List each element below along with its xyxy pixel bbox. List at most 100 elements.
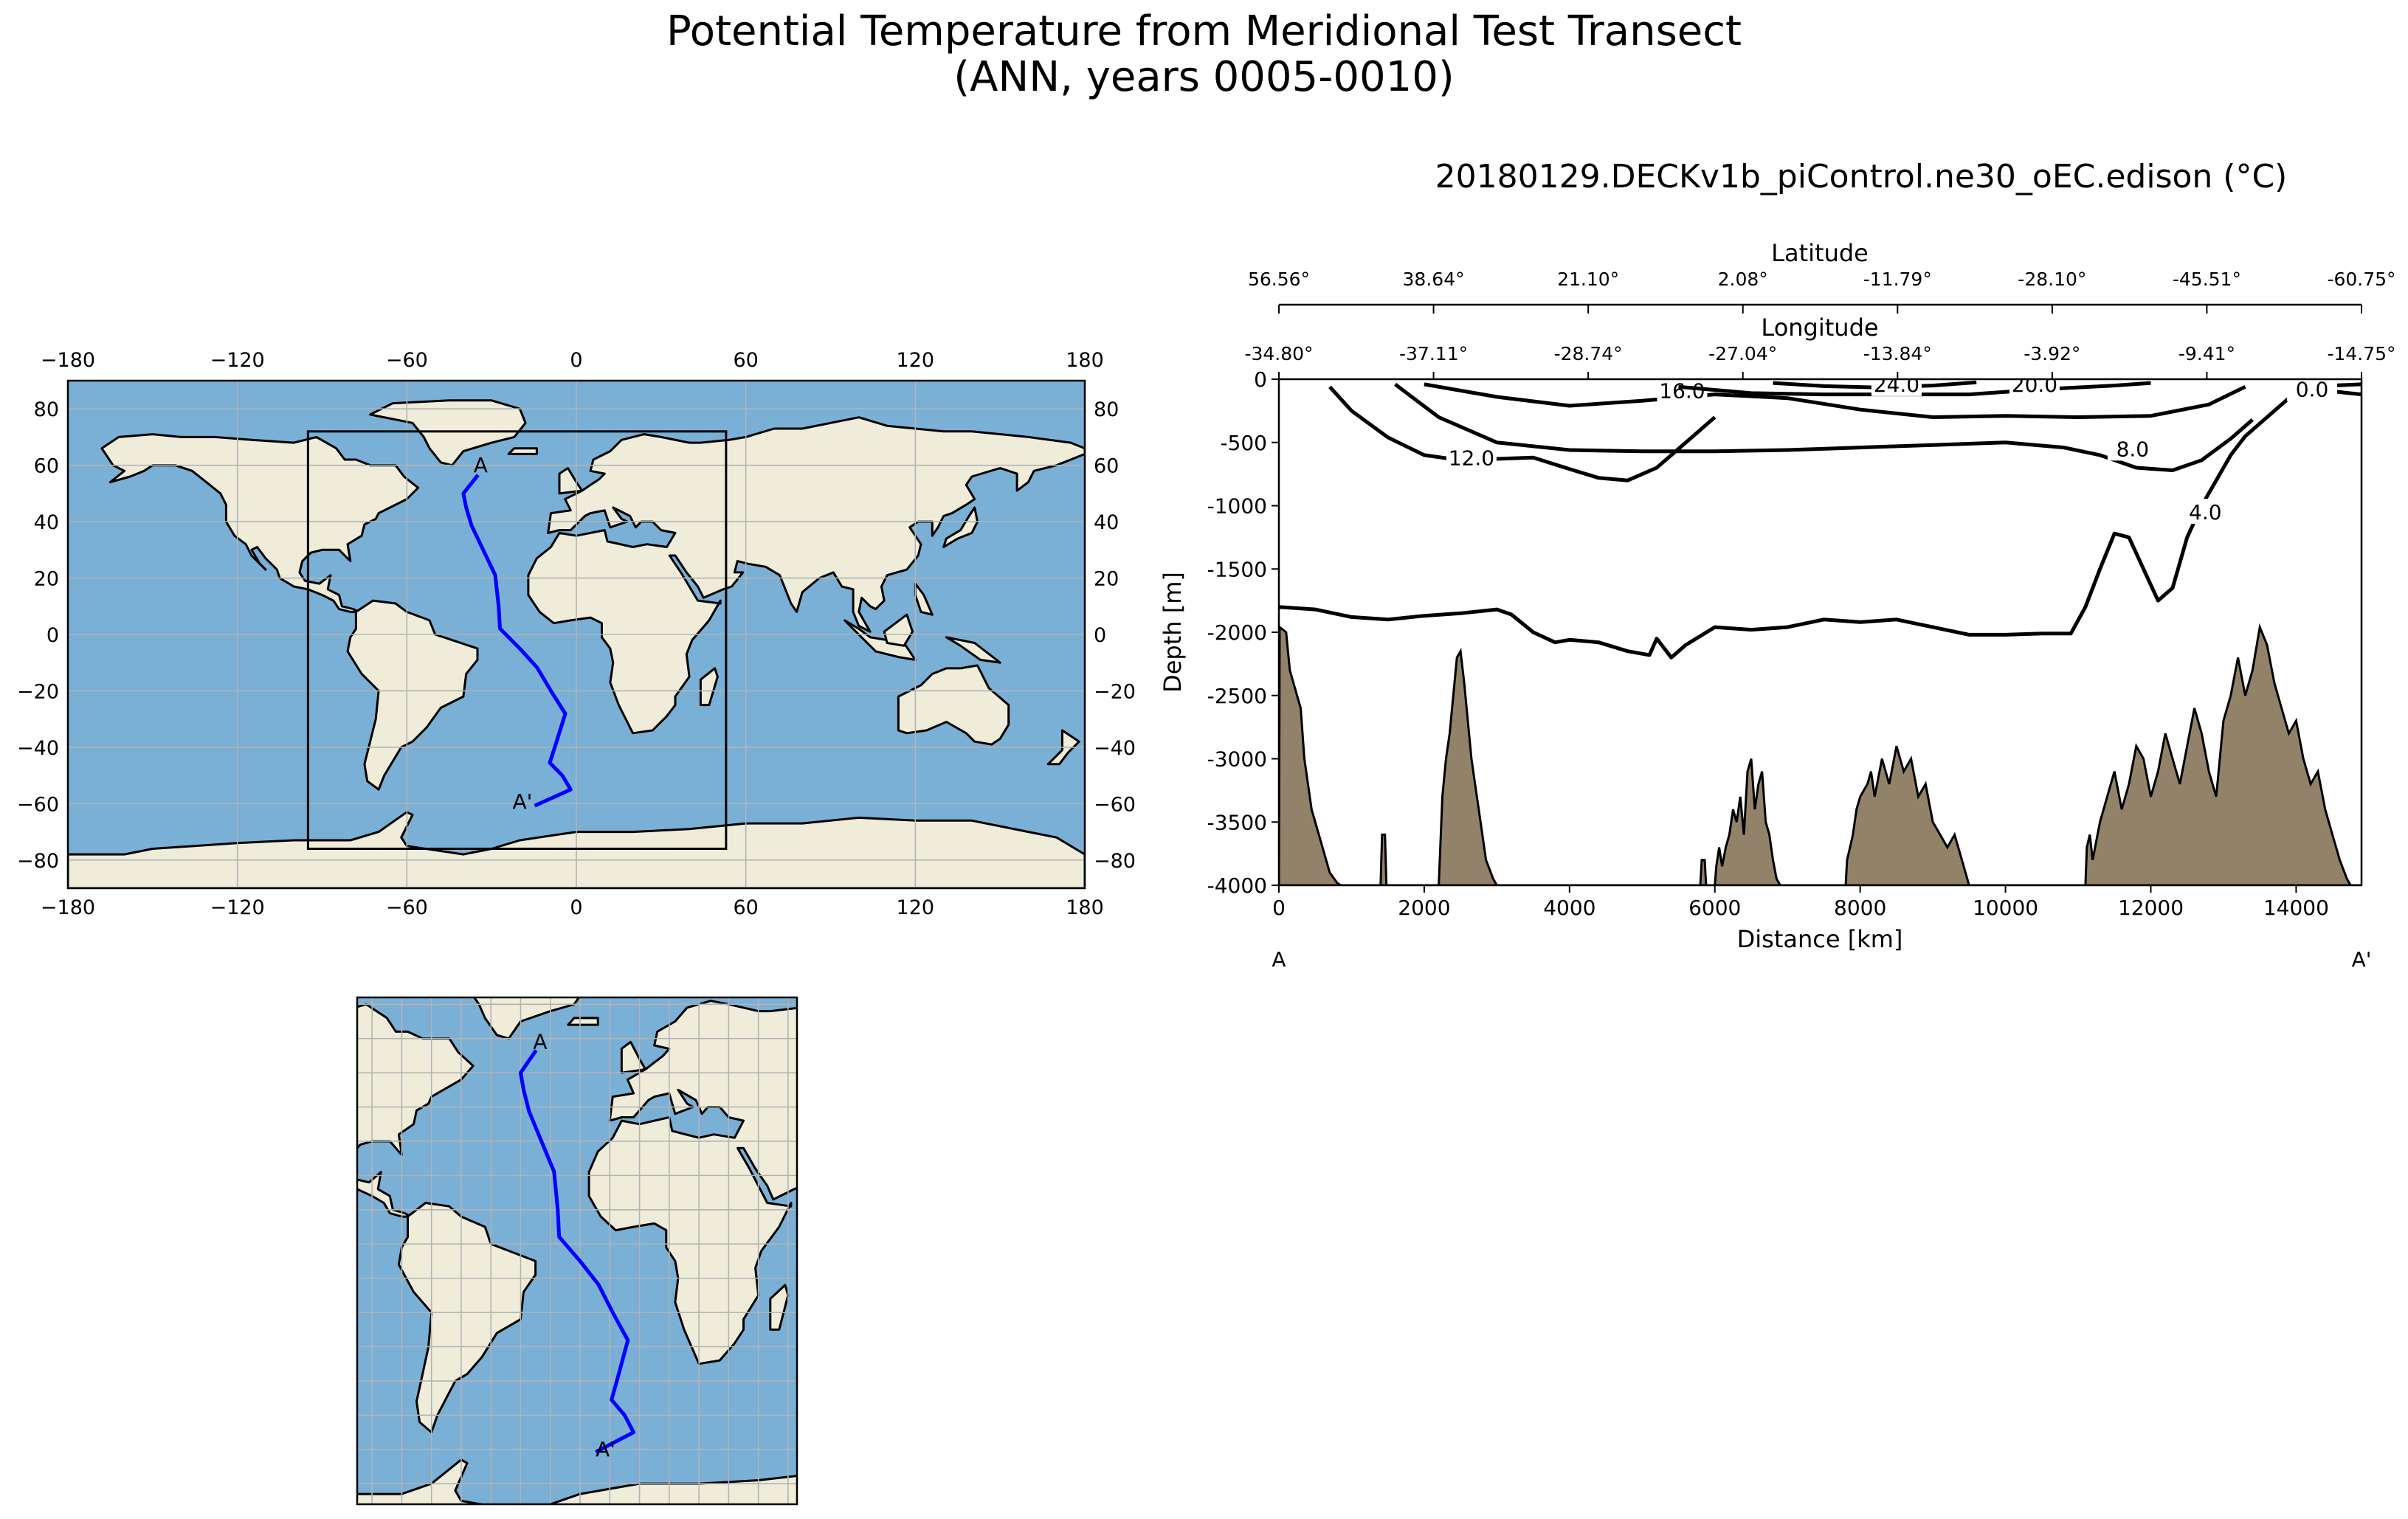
contour-line-12.0 [1328,385,1717,482]
global-map-y-tick-left: −80 [17,850,59,873]
zoom-map-frame [356,996,798,1506]
latitude-tick-label: -60.75° [2327,269,2395,290]
global-map-x-tick-bottom: 180 [1066,896,1104,919]
distance-tick-label: 14000 [2263,896,2329,920]
latitude-tick-label: 56.56° [1248,269,1310,290]
transect-section: 4.0 8.0 12.0 16.0 20.0 24.0 0.0 Latitude 56.56… [1159,239,2396,972]
distance-tick-label: 6000 [1688,896,1741,920]
depth-tick-label: -2500 [1207,684,1267,708]
global-map-landmass-iceland [507,447,538,455]
longitude-axis-label: Longitude [1761,314,1878,342]
contour-label-16.0: 16.0 [1659,378,1705,403]
zoom-map: A A' [356,996,1014,1506]
global-map-y-tick-left: 0 [46,624,59,647]
zoom-map-landmass-iceland [567,1017,599,1026]
global-map-axis-ticks: −180 −120 −60 0 60 120 180 −180 −120 −60… [17,349,1136,919]
global-map-x-tick-bottom: 60 [733,896,758,919]
global-map-y-tick-left: −20 [17,680,59,703]
global-map-landmass-japan [942,506,979,548]
depth-tick-label: -1000 [1207,494,1267,519]
contour-label-background [1657,379,1708,403]
contour-label-20.0: 20.0 [2012,373,2057,397]
global-map-y-tick-right: −60 [1094,793,1136,816]
section-start-label: A [1272,947,1286,972]
latitude-tick-label: 38.64° [1403,269,1465,290]
distance-ticks: 0 2000 4000 6000 8000 10000 12000 14000 [1272,896,2329,920]
distance-tick-label: 12000 [2118,896,2184,920]
zoom-map-landmass-eurasia-africa [587,1000,797,1366]
global-map-x-tick-top: −180 [41,349,95,372]
latitude-tick-label: 2.08° [1718,269,1768,290]
longitude-tick-label: -14.75° [2327,343,2395,364]
global-map: A A' −180 −120 −60 0 60 120 180 −180 −12… [17,349,1136,919]
latitude-ticks: 56.56° 38.64° 21.10° 2.08° -11.79° -28.1… [1248,269,2396,290]
longitude-tick-label: -3.92° [2024,343,2080,364]
global-map-y-tick-right: 60 [1094,455,1119,478]
longitude-tick-label: -27.04° [1708,343,1777,364]
longitude-ticks: -34.80° -37.11° -28.74° -27.04° -13.84° … [1244,343,2395,364]
global-map-y-tick-right: 20 [1094,568,1119,591]
global-map-end-label: A' [513,789,533,814]
longitude-tick-label: -34.80° [1244,343,1313,364]
global-map-x-tick-bottom: 0 [570,896,582,919]
global-map-y-tick-right: −20 [1094,680,1136,703]
global-map-landmass-madagascar [699,667,719,707]
latitude-tick-label: -28.10° [2018,269,2086,290]
figure-title-line2: (ANN, years 0005-0010) [953,53,1455,101]
contour-label-0.0: 0.0 [2296,378,2329,402]
contour-line-4.0 [1279,382,2362,660]
zoom-map-landmass-philippines [996,1183,1014,1220]
global-map-y-tick-right: −80 [1094,850,1136,873]
global-map-landmass-borneo [883,613,914,647]
global-map-y-tick-left: 40 [34,511,59,534]
depth-tick-label: 0 [1254,367,1267,392]
depth-tick-label: -4000 [1207,873,1267,898]
contour-label-background [2287,379,2338,401]
longitude-tick-label: -28.74° [1554,343,1623,364]
zoom-map-landmass-indonesia [922,1227,996,1275]
global-map-y-tick-left: 60 [34,455,59,478]
contour-line-8.0 [1393,382,2254,472]
global-map-landmass-australia [897,664,1010,746]
distance-tick-label: 8000 [1834,896,1886,920]
depth-tick-label: -1500 [1207,557,1267,581]
contour-line-16.0 [1424,382,2246,419]
global-map-gridlines [68,381,1085,888]
global-map-x-tick-top: 60 [733,349,758,372]
global-map-y-tick-left: 20 [34,568,59,591]
global-map-x-tick-top: 180 [1066,349,1104,372]
global-map-x-tick-bottom: −120 [210,896,265,919]
zoom-map-transect-line [519,1049,635,1454]
longitude-tick-label: -37.11° [1399,343,1468,364]
contour-label-8.0: 8.0 [2117,437,2150,461]
section-bathymetry [1279,623,2362,885]
zoom-map-land [357,997,1014,1504]
global-map-landmass-greenland [369,399,527,467]
depth-tick-label: -3500 [1207,810,1267,834]
longitude-tick-label: -13.84° [1863,343,1932,364]
global-map-x-tick-top: −120 [210,349,265,372]
distance-tick-label: 2000 [1398,896,1450,920]
depth-tick-label: -2000 [1207,620,1267,645]
transect-case-title: 20180129.DECKv1b_piControl.ne30_oEC.edis… [1435,158,2288,196]
global-map-x-tick-top: 0 [570,349,582,372]
global-map-region-box [306,430,728,850]
zoom-map-start-label: A [533,1030,547,1054]
longitude-tick-label: -9.41° [2178,343,2235,364]
contour-label-background [2009,379,2060,396]
contour-label-12.0: 12.0 [1449,446,1494,470]
global-map-y-tick-left: −60 [17,793,59,816]
latitude-axis-label: Latitude [1771,239,1869,267]
global-map-y-tick-right: −40 [1094,737,1136,760]
depth-tick-label: -500 [1220,431,1267,455]
latitude-tick-label: 21.10° [1557,269,1619,290]
global-map-y-tick-right: 40 [1094,511,1119,534]
contour-label-background [1446,444,1497,470]
depth-tick-label: -3000 [1207,747,1267,772]
y-axis-label: Depth [m] [1159,572,1187,693]
global-map-x-tick-top: 120 [897,349,935,372]
contour-label-24.0: 24.0 [1874,373,1919,397]
distance-tick-label: 4000 [1543,896,1595,920]
contour-label-background [2180,499,2231,525]
zoom-map-gridlines [357,997,797,1504]
